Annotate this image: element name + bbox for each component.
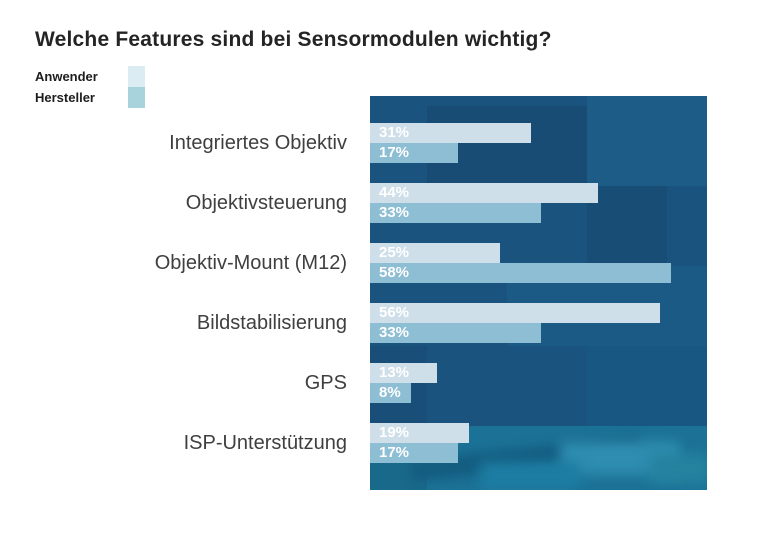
bar-hersteller: 17%	[370, 143, 459, 163]
bar-anwender: 25%	[370, 243, 500, 263]
bar-group: 56% 33%	[370, 303, 707, 343]
bar-value-label: 8%	[379, 384, 401, 401]
bar-value-label: 19%	[379, 424, 410, 441]
plot-bg-photo-blob	[480, 462, 580, 490]
bar-hersteller: 8%	[370, 383, 412, 403]
category-label: Bildstabilisierung	[196, 312, 347, 334]
bar-group: 31% 17%	[370, 123, 707, 163]
bar-value-label: 17%	[379, 144, 410, 161]
bar-value-label: 44%	[379, 184, 410, 201]
bar-group: 44% 33%	[370, 183, 707, 223]
legend-label: Anwender	[35, 69, 98, 84]
bar-anwender: 19%	[370, 423, 469, 443]
plot-area: 31% 17% 44% 33% 25% 58% 56% 33% 13% 8% 19% 17%	[370, 96, 707, 490]
bar-group: 13% 8%	[370, 363, 707, 403]
legend: Anwender Hersteller	[35, 66, 145, 108]
category-label: Integriertes Objektiv	[169, 132, 347, 154]
legend-swatch	[128, 66, 145, 87]
category-label: Objektiv-Mount (M12)	[154, 252, 347, 274]
bar-hersteller: 58%	[370, 263, 671, 283]
bar-hersteller: 17%	[370, 443, 459, 463]
bar-value-label: 25%	[379, 244, 410, 261]
bar-hersteller: 33%	[370, 323, 542, 343]
bar-group: 19% 17%	[370, 423, 707, 463]
chart-title: Welche Features sind bei Sensormodulen w…	[35, 28, 552, 51]
bar-value-label: 33%	[379, 324, 410, 341]
bar-anwender: 31%	[370, 123, 531, 143]
legend-swatch	[128, 87, 145, 108]
bar-anwender: 56%	[370, 303, 661, 323]
bar-anwender: 44%	[370, 183, 599, 203]
legend-item: Anwender	[35, 66, 145, 87]
legend-item: Hersteller	[35, 87, 145, 108]
bar-hersteller: 33%	[370, 203, 542, 223]
bar-value-label: 56%	[379, 304, 410, 321]
bar-group: 25% 58%	[370, 243, 707, 283]
category-labels: Integriertes Objektiv Objektivsteuerung Ob…	[0, 0, 347, 536]
bar-value-label: 13%	[379, 364, 410, 381]
legend-label: Hersteller	[35, 90, 95, 105]
category-label: ISP-Unterstützung	[183, 432, 347, 454]
bar-anwender: 13%	[370, 363, 438, 383]
bar-value-label: 17%	[379, 444, 410, 461]
category-label: Objektivsteuerung	[185, 192, 347, 214]
bar-value-label: 31%	[379, 124, 410, 141]
bar-value-label: 33%	[379, 204, 410, 221]
category-label: GPS	[304, 372, 347, 394]
bar-value-label: 58%	[379, 264, 410, 281]
